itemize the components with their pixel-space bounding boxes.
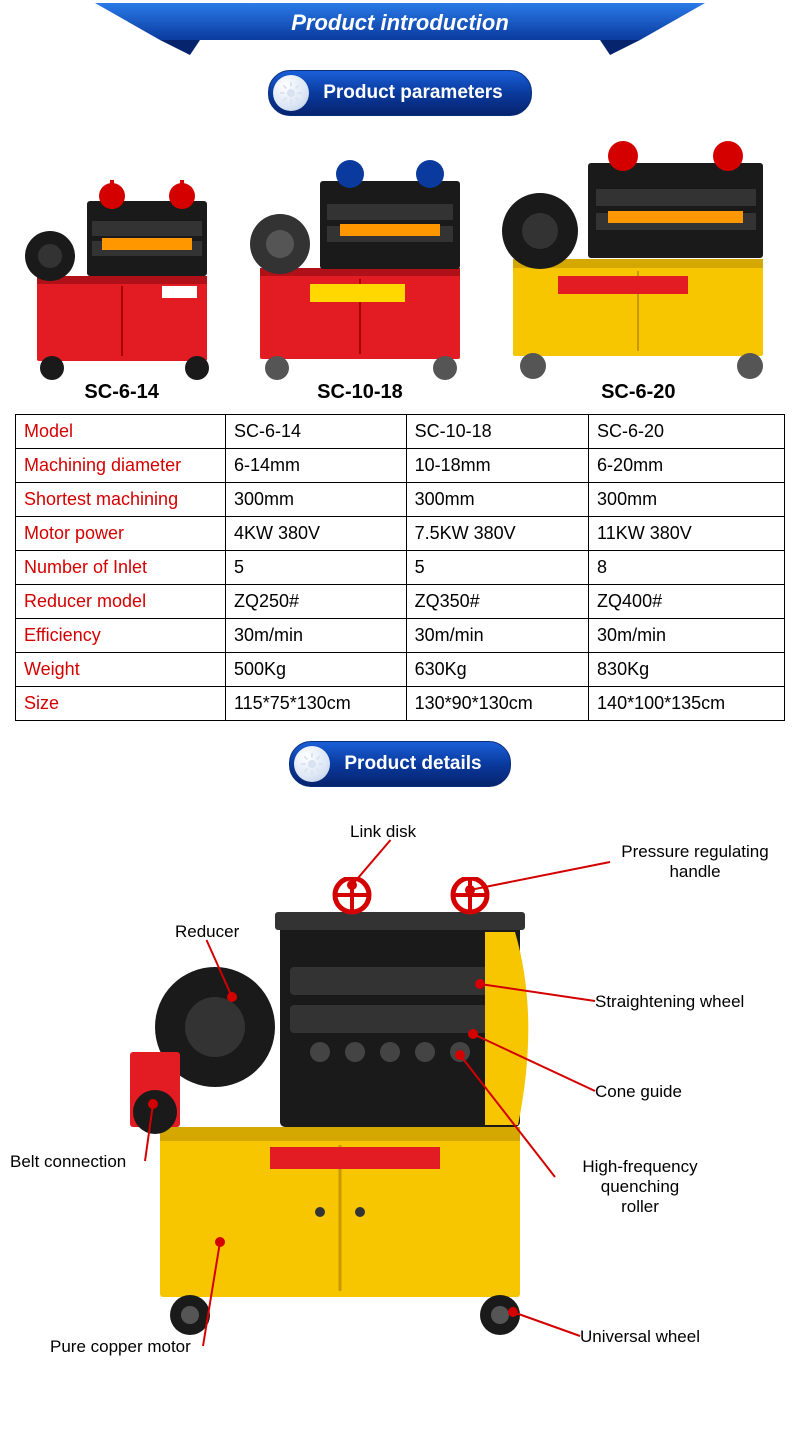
cell: 4KW 380V [226,517,407,551]
table-row: Machining diameter6-14mm10-18mm6-20mm [16,449,785,483]
cell: 115*75*130cm [226,687,407,721]
table-row: Weight500Kg630Kg830Kg [16,653,785,687]
cell: 11KW 380V [589,517,785,551]
cell: SC-10-18 [406,415,588,449]
callout-label: Pure copper motor [50,1337,191,1357]
gear-icon [294,746,330,782]
callout-label: Pressure regulatinghandle [610,842,780,882]
cell: 5 [406,551,588,585]
cell: SC-6-20 [589,415,785,449]
cell: 7.5KW 380V [406,517,588,551]
row-label: Size [16,687,226,721]
callout-label: Link disk [350,822,416,842]
cell: 300mm [589,483,785,517]
callout-label: Reducer [175,922,239,942]
row-label: Reducer model [16,585,226,619]
table-row: Number of Inlet558 [16,551,785,585]
banner-product-introduction: Product introduction [0,0,800,60]
product-label-3: SC-6-20 [498,381,778,404]
cell: 10-18mm [406,449,588,483]
product-label-1: SC-6-14 [22,381,222,404]
cell: 30m/min [589,619,785,653]
table-row: Shortest machining300mm300mm300mm [16,483,785,517]
row-label: Weight [16,653,226,687]
row-label: Number of Inlet [16,551,226,585]
details-label: Product details [344,753,481,775]
cell: 300mm [226,483,407,517]
cell: 300mm [406,483,588,517]
cell: 8 [589,551,785,585]
row-label: Shortest machining [16,483,226,517]
cell: 6-14mm [226,449,407,483]
row-label: Model [16,415,226,449]
row-label: Motor power [16,517,226,551]
cell: 30m/min [406,619,588,653]
cell: 500Kg [226,653,407,687]
cell: 130*90*130cm [406,687,588,721]
banner-title: Product introduction [291,0,509,45]
callout-label: Straightening wheel [595,992,744,1012]
machine-image-3 [498,131,778,381]
product-details-diagram: Link disk Pressure regulatinghandle Reduce… [0,802,800,1422]
machine-image-1 [22,166,222,381]
table-row: Efficiency30m/min30m/min30m/min [16,619,785,653]
cell: 140*100*135cm [589,687,785,721]
cell: ZQ250# [226,585,407,619]
cell: ZQ350# [406,585,588,619]
cell: 6-20mm [589,449,785,483]
gear-icon [273,75,309,111]
cell: 630Kg [406,653,588,687]
table-row: Size115*75*130cm130*90*130cm140*100*135c… [16,687,785,721]
cell: 30m/min [226,619,407,653]
row-label: Efficiency [16,619,226,653]
callout-label: Universal wheel [580,1327,700,1347]
row-label: Machining diameter [16,449,226,483]
cell: SC-6-14 [226,415,407,449]
parameters-label: Product parameters [323,82,503,104]
spec-table: ModelSC-6-14SC-10-18SC-6-20Machining dia… [15,414,785,721]
callout-label: Cone guide [595,1082,682,1102]
product-sc-10-18: SC-10-18 [245,146,475,404]
table-row: Reducer modelZQ250#ZQ350#ZQ400# [16,585,785,619]
callout-label: Belt connection [10,1152,126,1172]
products-row: SC-6-14 SC-10-18 [0,131,800,404]
callout-label: High-frequency quenchingroller [555,1157,725,1217]
table-row: Motor power4KW 380V7.5KW 380V11KW 380V [16,517,785,551]
cell: ZQ400# [589,585,785,619]
cell: 830Kg [589,653,785,687]
cell: 5 [226,551,407,585]
table-row: ModelSC-6-14SC-10-18SC-6-20 [16,415,785,449]
machine-image-2 [245,146,475,381]
product-sc-6-14: SC-6-14 [22,166,222,404]
details-heading: Product details [0,741,800,787]
product-label-2: SC-10-18 [245,381,475,404]
parameters-heading: Product parameters [0,70,800,116]
details-machine-image [120,877,550,1337]
product-sc-6-20: SC-6-20 [498,131,778,404]
